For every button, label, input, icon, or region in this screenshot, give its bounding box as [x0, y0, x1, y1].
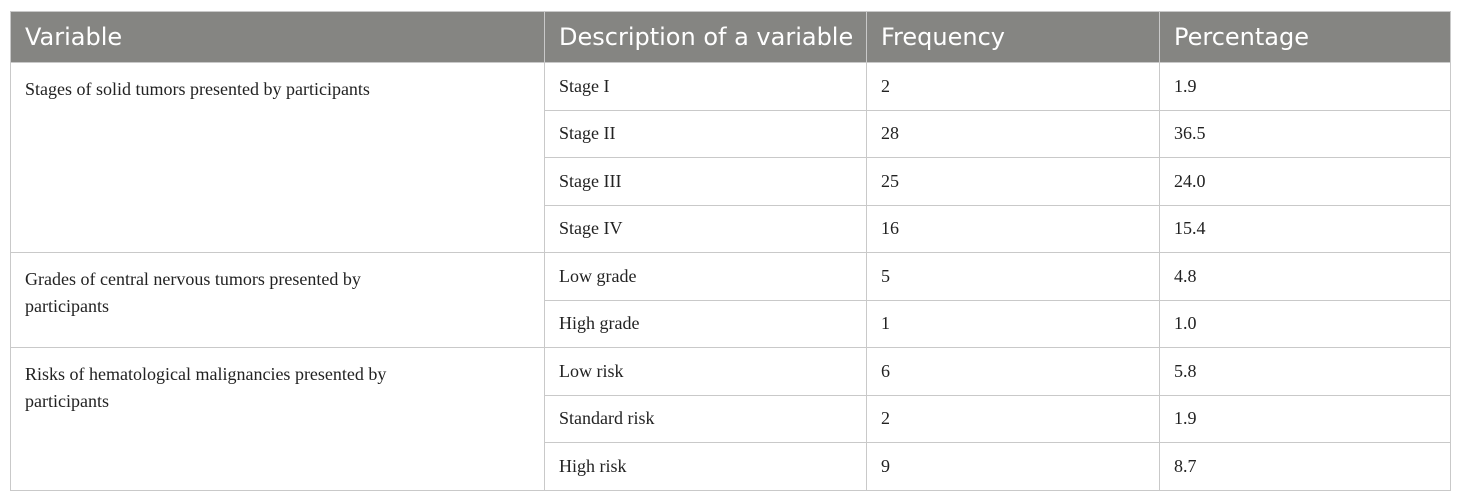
data-table: Variable Description of a variable Frequ…: [10, 11, 1451, 491]
cell-description: Stage I: [544, 62, 867, 111]
cell-percentage: 1.9: [1159, 62, 1451, 111]
header-percentage: Percentage: [1159, 11, 1451, 63]
group-variable-solid-tumors: Stages of solid tumors presented by part…: [10, 62, 545, 253]
cell-description: Stage IV: [544, 204, 867, 253]
cell-frequency: 28: [866, 109, 1160, 158]
cell-percentage: 1.9: [1159, 394, 1451, 443]
cell-description: High risk: [544, 442, 867, 491]
table-row: Risks of hematological malignancies pres…: [10, 347, 1451, 491]
header-frequency: Frequency: [866, 11, 1160, 63]
group-variable-cns-tumors: Grades of central nervous tumors present…: [10, 252, 545, 348]
cell-description: High grade: [544, 299, 867, 348]
table-row: High risk 9 8.7: [11, 442, 1451, 491]
cell-frequency: 5: [866, 252, 1160, 301]
cell-frequency: 25: [866, 157, 1160, 206]
cell-description: Low risk: [544, 347, 867, 396]
header-variable: Variable: [10, 11, 545, 63]
data-table-container: Variable Description of a variable Frequ…: [10, 11, 1451, 491]
cell-percentage: 24.0: [1159, 157, 1451, 206]
cell-percentage: 4.8: [1159, 252, 1451, 301]
cell-frequency: 6: [866, 347, 1160, 396]
group-variable-hematological: Risks of hematological malignancies pres…: [10, 347, 545, 491]
cell-description: Stage II: [544, 109, 867, 158]
cell-percentage: 36.5: [1159, 109, 1451, 158]
table-row: Grades of central nervous tumors present…: [10, 252, 1451, 348]
cell-frequency: 1: [866, 299, 1160, 348]
cell-description: Standard risk: [544, 394, 867, 443]
cell-percentage: 15.4: [1159, 204, 1451, 253]
cell-frequency: 16: [866, 204, 1160, 253]
cell-description: Low grade: [544, 252, 867, 301]
cell-frequency: 9: [866, 442, 1160, 491]
cell-frequency: 2: [866, 394, 1160, 443]
cell-description: Stage III: [544, 157, 867, 206]
table-row: Stage III 25 24.0: [11, 157, 1451, 206]
cell-percentage: 1.0: [1159, 299, 1451, 348]
table-row: Stages of solid tumors presented by part…: [10, 62, 1451, 253]
cell-frequency: 2: [866, 62, 1160, 111]
table-row: Standard risk 2 1.9: [11, 394, 1451, 443]
header-row: Variable Description of a variable Frequ…: [10, 11, 1451, 63]
table-row: High grade 1 1.0: [11, 299, 1451, 348]
table-row: Stage IV 16 15.4: [11, 204, 1451, 253]
header-description: Description of a variable: [544, 11, 867, 63]
cell-percentage: 5.8: [1159, 347, 1451, 396]
table-row: Stage II 28 36.5: [11, 109, 1451, 158]
cell-percentage: 8.7: [1159, 442, 1451, 491]
